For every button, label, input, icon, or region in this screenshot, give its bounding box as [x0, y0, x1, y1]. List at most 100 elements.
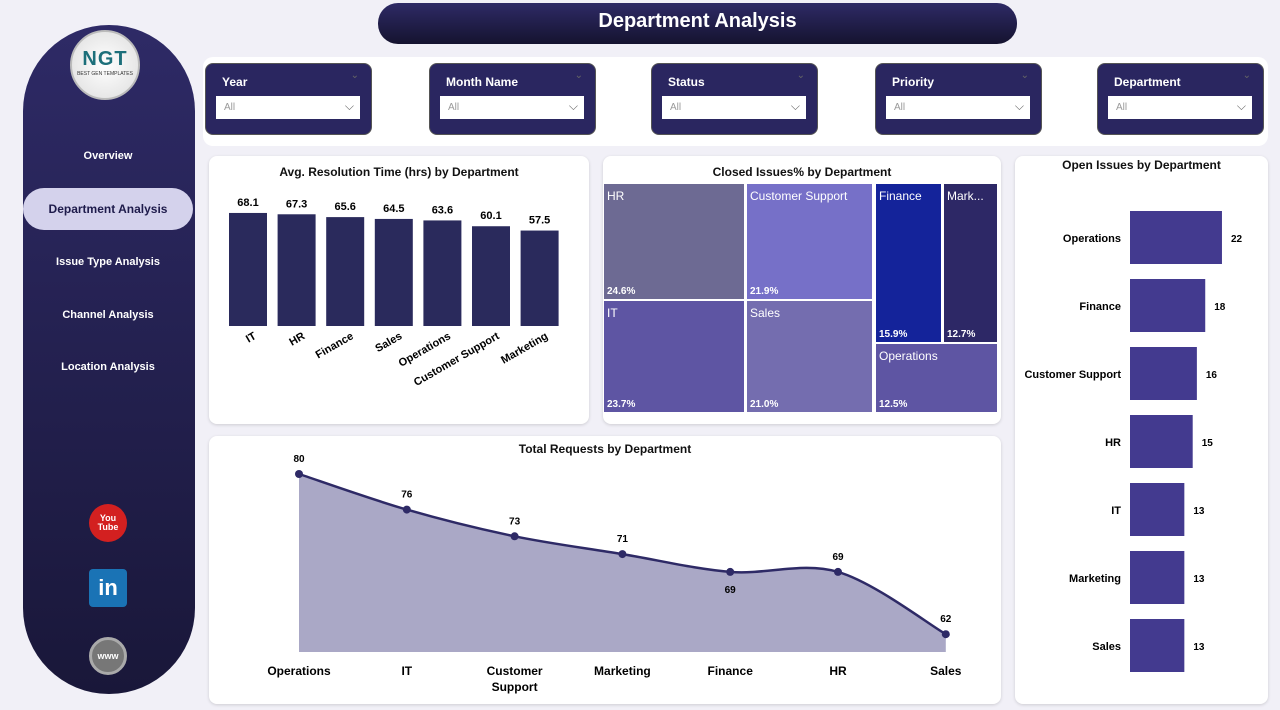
treemap-cell-finance[interactable]: Finance 15.9%: [875, 183, 942, 343]
cell-label: Finance: [879, 189, 922, 203]
x-tick-label: Marketing: [499, 330, 550, 366]
data-point: [834, 567, 842, 576]
data-label: 65.6: [334, 201, 355, 213]
treemap-cell-operations[interactable]: Operations 12.5%: [875, 343, 998, 413]
data-label: 15: [1202, 438, 1214, 449]
bar-Operations: [423, 220, 462, 326]
cell-label: IT: [607, 306, 618, 320]
bar-Finance: [326, 217, 365, 326]
nav-location-analysis[interactable]: Location Analysis: [61, 361, 155, 373]
x-tick-label: IT: [401, 664, 412, 678]
month-dropdown[interactable]: All ⌵: [440, 96, 584, 119]
bar-Customer Support: [1130, 347, 1197, 400]
data-point: [510, 532, 519, 541]
data-label: 71: [617, 534, 629, 545]
data-label: 18: [1214, 302, 1226, 313]
avg-resolution-card: Avg. Resolution Time (hrs) by Department…: [209, 156, 589, 424]
www-icon[interactable]: www: [89, 637, 127, 675]
nav-department-analysis[interactable]: Department Analysis: [23, 188, 193, 230]
treemap-cell-customer-support[interactable]: Customer Support 21.9%: [746, 183, 873, 300]
data-point: [941, 630, 950, 639]
data-label: 22: [1231, 234, 1243, 245]
cell-value: 12.5%: [879, 399, 908, 410]
priority-dropdown[interactable]: All ⌵: [886, 96, 1030, 119]
data-label: 68.1: [237, 197, 258, 209]
x-tick-label: Sales: [930, 664, 962, 678]
x-tick-label: Support: [492, 680, 538, 694]
bar-Sales: [374, 218, 413, 326]
cell-value: 23.7%: [607, 399, 636, 410]
data-label: 13: [1193, 506, 1205, 517]
treemap-cell-sales[interactable]: Sales 21.0%: [746, 300, 873, 413]
nav-channel-analysis[interactable]: Channel Analysis: [62, 309, 154, 321]
bar-Marketing: [1130, 551, 1185, 604]
year-dropdown[interactable]: All ⌵: [216, 96, 360, 119]
data-label: 16: [1206, 370, 1218, 381]
x-tick-label: Finance: [314, 330, 356, 361]
data-label: 69: [725, 585, 737, 596]
x-tick-label: Finance: [708, 664, 754, 678]
x-tick-label: Customer Support: [412, 330, 502, 389]
filter-year[interactable]: Year ⌄ All ⌵: [205, 63, 372, 135]
open-issues-chart: 22 Operations 18 Finance 16 Customer Support 1…: [1024, 211, 1243, 672]
treemap-cell-hr[interactable]: HR 24.6%: [603, 183, 745, 300]
y-tick-label: Marketing: [1069, 573, 1121, 585]
cell-label: Sales: [750, 306, 781, 320]
cell-label: HR: [607, 189, 625, 203]
department-dropdown[interactable]: All ⌵: [1108, 96, 1252, 119]
cell-value: 24.6%: [607, 286, 636, 297]
bar-Sales: [1130, 619, 1185, 672]
data-label: 69: [832, 552, 844, 563]
filter-month[interactable]: Month Name ⌄ All ⌵: [429, 63, 596, 135]
y-tick-label: Customer Support: [1024, 369, 1121, 381]
cell-label: Operations: [879, 349, 938, 363]
x-tick-label: Sales: [373, 330, 404, 355]
data-point: [726, 567, 735, 576]
nav-issue-type-analysis[interactable]: Issue Type Analysis: [56, 256, 160, 268]
y-tick-label: IT: [1111, 505, 1121, 517]
chart-title: Avg. Resolution Time (hrs) by Department: [279, 165, 519, 179]
data-label: 80: [293, 454, 305, 465]
status-dropdown[interactable]: All ⌵: [662, 96, 806, 119]
youtube-icon[interactable]: You Tube: [89, 504, 127, 542]
chart-title: Open Issues by Department: [1062, 158, 1221, 172]
x-tick-label: Customer: [487, 664, 543, 678]
cell-label: Customer Support: [750, 189, 848, 203]
bar-Operations: [1130, 211, 1222, 264]
data-point: [402, 505, 411, 514]
data-label: 62: [940, 614, 952, 625]
chevron-down-icon: ⌵: [1014, 99, 1024, 113]
filter-department[interactable]: Department ⌄ All ⌵: [1097, 63, 1264, 135]
y-tick-label: Sales: [1092, 641, 1121, 653]
treemap-cell-marketing[interactable]: Mark... 12.7%: [943, 183, 998, 343]
open-issues-card: Open Issues by Department 22 Operations 18…: [1015, 156, 1268, 704]
data-point: [618, 550, 627, 559]
bar-IT: [1130, 483, 1185, 536]
nav-overview[interactable]: Overview: [83, 150, 133, 162]
linkedin-icon[interactable]: in: [89, 569, 127, 607]
cell-value: 12.7%: [947, 329, 976, 340]
cell-value: 21.9%: [750, 286, 779, 297]
logo: NGT BEST GEN TEMPLATES: [70, 30, 140, 100]
closed-issues-treemap: HR 24.6% Customer Support 21.9% Finance 15.9%…: [603, 183, 998, 413]
cell-label: Mark...: [947, 189, 984, 203]
x-tick-label: Operations: [267, 664, 331, 678]
area-fill: [299, 474, 946, 652]
bar-Marketing: [520, 230, 559, 326]
chart-title: Closed Issues% by Department: [712, 165, 892, 179]
total-requests-chart: 80 Operations 76 IT 73 Customer Support 71 Marke…: [267, 454, 962, 694]
cell-value: 21.0%: [750, 399, 779, 410]
data-point: [295, 470, 303, 478]
x-tick-label: HR: [287, 330, 307, 348]
data-label: 13: [1193, 574, 1205, 585]
page-title: Department Analysis: [378, 3, 1017, 44]
data-label: 64.5: [383, 203, 404, 215]
bar-HR: [1130, 415, 1193, 468]
bar-Finance: [1130, 279, 1206, 332]
filter-status[interactable]: Status ⌄ All ⌵: [651, 63, 818, 135]
filter-priority[interactable]: Priority ⌄ All ⌵: [875, 63, 1042, 135]
chevron-down-icon: ⌵: [568, 99, 578, 113]
data-label: 73: [509, 516, 521, 527]
avg-resolution-chart: 68.1IT67.3HR65.6Finance64.5Sales63.6Oper…: [229, 197, 559, 389]
treemap-cell-it[interactable]: IT 23.7%: [603, 300, 745, 413]
